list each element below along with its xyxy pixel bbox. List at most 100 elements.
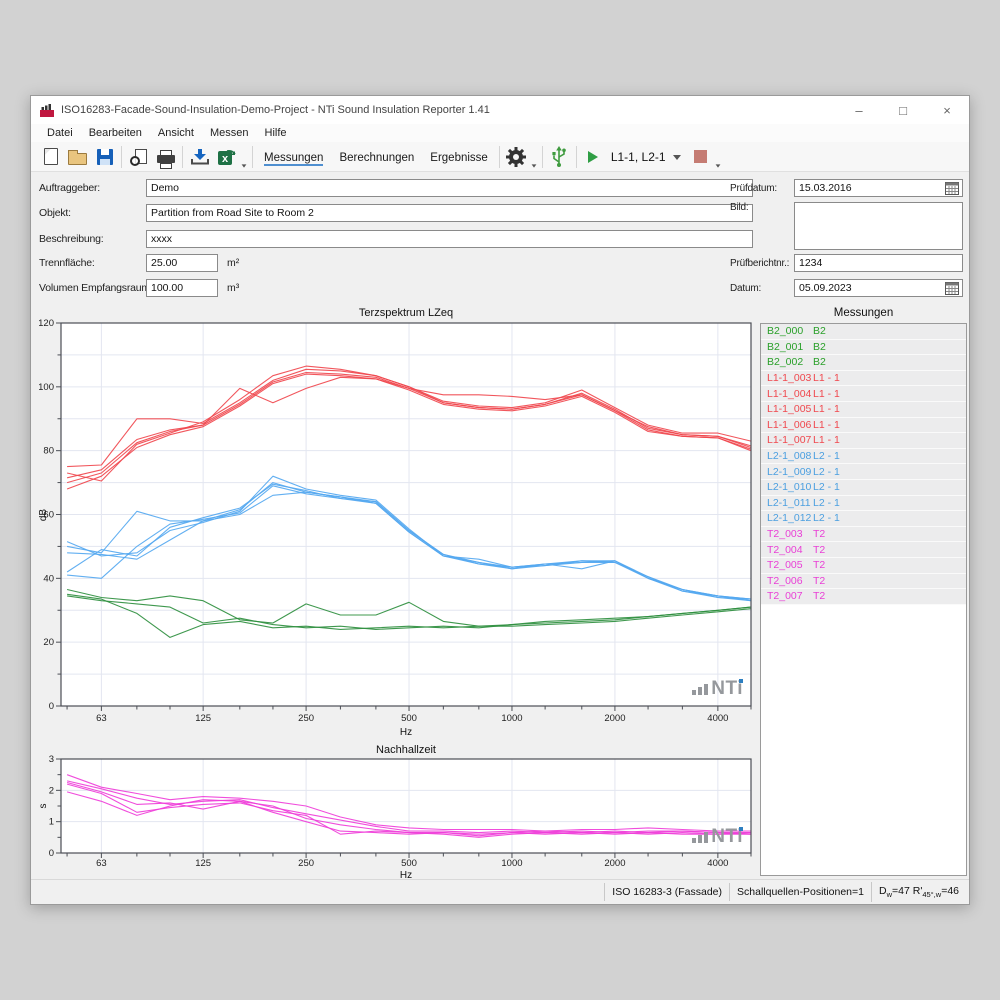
volumen-input[interactable] xyxy=(146,279,218,297)
trennflaeche-label: Trennfläche: xyxy=(39,257,95,269)
measurement-id: T2_003 xyxy=(767,528,803,541)
beschreibung-input[interactable] xyxy=(146,230,753,248)
run-selector[interactable]: L1-1, L2-1 xyxy=(610,149,666,164)
list-item[interactable]: L1-1_005 L1 - 1 xyxy=(761,401,966,418)
tab-messungen[interactable]: Messungen xyxy=(256,147,331,167)
measurement-group: T2 xyxy=(813,559,826,572)
toolbar-separator xyxy=(121,145,122,168)
list-item[interactable]: L1-1_006 L1 - 1 xyxy=(761,417,966,434)
measurement-group: L2 - 1 xyxy=(813,481,840,494)
list-item[interactable]: B2_000 B2 xyxy=(761,324,966,340)
list-item[interactable]: T2_004 T2 xyxy=(761,542,966,558)
svg-text:2000: 2000 xyxy=(604,858,625,869)
list-item[interactable]: T2_007 T2 xyxy=(761,589,966,605)
measurement-id: L2-1_008 xyxy=(767,450,812,463)
minimize-button[interactable]: – xyxy=(855,102,863,118)
measurement-group: T2 xyxy=(813,543,826,556)
measurement-group: B2 xyxy=(813,340,826,353)
usb-device-button[interactable] xyxy=(546,144,573,170)
svg-text:500: 500 xyxy=(401,858,417,869)
objekt-input[interactable] xyxy=(146,204,753,222)
toolbar-overflow-icon[interactable] xyxy=(531,164,537,168)
list-item[interactable]: L2-1_012 L2 - 1 xyxy=(761,511,966,527)
list-item[interactable]: L1-1_004 L1 - 1 xyxy=(761,386,966,402)
list-item[interactable]: L2-1_010 L2 - 1 xyxy=(761,479,966,496)
objekt-label: Objekt: xyxy=(39,207,71,219)
list-item[interactable]: B2_001 B2 xyxy=(761,339,966,356)
maximize-button[interactable]: □ xyxy=(899,102,907,118)
save-icon xyxy=(96,148,113,165)
print-preview-icon xyxy=(129,149,147,166)
stop-button[interactable] xyxy=(687,144,714,170)
volumen-label: Volumen Empfangsraum: xyxy=(39,282,153,294)
list-item[interactable]: B2_002 B2 xyxy=(761,355,966,371)
close-button[interactable]: × xyxy=(943,102,951,118)
menu-hilfe[interactable]: Hilfe xyxy=(264,127,287,139)
new-document-button[interactable] xyxy=(37,144,64,170)
window-title: ISO16283-Facade-Sound-Insulation-Demo-Pr… xyxy=(61,104,490,116)
menu-datei[interactable]: Datei xyxy=(47,127,73,139)
tab-berechnungen[interactable]: Berechnungen xyxy=(331,147,422,167)
bild-label: Bild: xyxy=(730,202,749,213)
terzspektrum-chart: 63 125 250 500 1000 2000 4000 0 20 40 60 80 100 120 Te… xyxy=(38,301,753,741)
play-button[interactable] xyxy=(580,144,607,170)
list-item[interactable]: L2-1_009 L2 - 1 xyxy=(761,464,966,480)
calendar-icon[interactable] xyxy=(945,182,959,195)
menu-bearbeiten[interactable]: Bearbeiten xyxy=(88,127,142,139)
toolbar-overflow-icon[interactable] xyxy=(241,164,247,168)
new-document-icon xyxy=(43,148,58,165)
status-source-positions: Schallquellen-Positionen=1 xyxy=(729,883,871,901)
measurement-id: T2_004 xyxy=(767,543,803,556)
calendar-icon[interactable] xyxy=(945,282,959,295)
menu-messen[interactable]: Messen xyxy=(209,127,249,139)
measurement-group: L2 - 1 xyxy=(813,496,840,509)
pruefberichtnr-input[interactable] xyxy=(794,254,963,272)
measurement-id: L1-1_005 xyxy=(767,403,812,416)
settings-button[interactable] xyxy=(503,144,530,170)
menu-ansicht[interactable]: Ansicht xyxy=(157,127,194,139)
measurement-group: T2 xyxy=(813,590,826,603)
svg-text:Hz: Hz xyxy=(400,870,412,881)
export-excel-button[interactable]: x xyxy=(213,144,240,170)
print-preview-button[interactable] xyxy=(125,144,152,170)
chevron-down-icon[interactable] xyxy=(672,155,681,160)
svg-text:s: s xyxy=(39,804,49,809)
svg-text:Hz: Hz xyxy=(400,727,412,738)
measurement-group: L1 - 1 xyxy=(813,434,840,447)
print-button[interactable] xyxy=(152,144,179,170)
measurement-id: B2_001 xyxy=(767,340,804,353)
list-item[interactable]: L1-1_007 L1 - 1 xyxy=(761,433,966,449)
import-data-button[interactable] xyxy=(186,144,213,170)
bild-input[interactable] xyxy=(794,202,963,250)
svg-text:3: 3 xyxy=(49,754,54,765)
list-item[interactable]: L2-1_008 L2 - 1 xyxy=(761,448,966,465)
datum-input[interactable] xyxy=(794,279,963,297)
pruefdatum-label: Prüfdatum: xyxy=(730,182,777,194)
nachhallzeit-plot: 63 125 250 500 1000 2000 4000 0 1 2 3 Nachhallzeit H… xyxy=(38,744,752,881)
svg-text:1000: 1000 xyxy=(501,713,522,724)
auftraggeber-input[interactable] xyxy=(146,179,753,197)
open-project-button[interactable] xyxy=(64,144,91,170)
menu-bar: Datei Bearbeiten Ansicht Messen Hilfe xyxy=(31,124,969,142)
measurement-id: B2_000 xyxy=(767,325,804,338)
toolbar-separator xyxy=(252,145,253,168)
trennflaeche-input[interactable] xyxy=(146,254,218,272)
measurement-list[interactable]: B2_000 B2 B2_001 B2 B2_002 B2 L1-1_003 L1 - 1 L1… xyxy=(760,323,967,876)
svg-text:120: 120 xyxy=(39,318,54,329)
usb-icon xyxy=(552,145,567,167)
list-item[interactable]: T2_003 T2 xyxy=(761,526,966,543)
measurement-id: L1-1_003 xyxy=(767,372,812,385)
list-item[interactable]: T2_006 T2 xyxy=(761,573,966,590)
gear-icon xyxy=(506,146,527,167)
list-item[interactable]: L2-1_011 L2 - 1 xyxy=(761,495,966,512)
measurement-id: T2_006 xyxy=(767,574,803,587)
svg-text:125: 125 xyxy=(195,858,211,869)
svg-text:Terzspektrum LZeq: Terzspektrum LZeq xyxy=(359,307,453,319)
list-item[interactable]: L1-1_003 L1 - 1 xyxy=(761,370,966,387)
tab-ergebnisse[interactable]: Ergebnisse xyxy=(422,147,496,167)
save-button[interactable] xyxy=(91,144,118,170)
pruefdatum-input[interactable] xyxy=(794,179,963,197)
toolbar-overflow-icon[interactable] xyxy=(715,164,720,168)
svg-text:63: 63 xyxy=(96,713,107,724)
list-item[interactable]: T2_005 T2 xyxy=(761,557,966,574)
